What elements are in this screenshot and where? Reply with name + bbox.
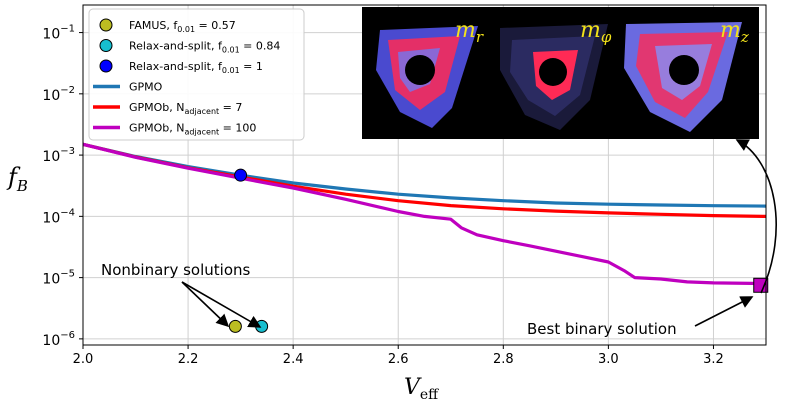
marker-point [234, 168, 248, 182]
annotation-best-binary: Best binary solution [527, 320, 677, 338]
legend-box [88, 8, 305, 141]
y-axis-ticks: 10−6 10−5 10−4 10−3 10−2 10−1 [42, 24, 83, 349]
data-markers [228, 168, 769, 333]
y-axis-label: fB [6, 163, 28, 195]
arrow-to-famus [181, 281, 230, 328]
inset-label-mz: mz [720, 18, 749, 46]
legend-marker [99, 39, 113, 52]
x-tick-label: 2.2 [178, 352, 199, 367]
y-tick-label: 10−4 [42, 207, 75, 226]
y-tick-label: 10−5 [42, 269, 75, 288]
legend-label: GPMO [129, 81, 163, 94]
legend-label: GPMOb, Nadjacent = 7 [129, 101, 242, 116]
y-tick-label: 10−1 [42, 24, 75, 43]
panel-mr-hole [405, 55, 435, 85]
x-axis-ticks: 2.0 2.2 2.4 2.6 2.8 3.0 3.2 [73, 345, 724, 367]
inset-label-mphi: mφ [580, 18, 612, 46]
y-tick-label: 10−2 [42, 85, 75, 104]
arrow-to-inset [735, 139, 777, 294]
legend-label: FAMUS, f0.01 = 0.57 [129, 19, 236, 34]
series-line [83, 142, 761, 286]
inset-label-mr: mr [455, 18, 484, 46]
x-axis-label: Veff [404, 375, 439, 403]
inset-panel-mr [376, 26, 478, 128]
legend-label: Relax-and-split, f0.01 = 0.84 [129, 40, 280, 55]
legend-marker [99, 59, 113, 73]
inset-panel-mphi [500, 24, 608, 130]
arrow-to-relax-split [181, 281, 262, 328]
legend-marker [99, 18, 113, 32]
x-tick-label: 3.2 [703, 352, 724, 367]
x-tick-label: 2.0 [73, 352, 94, 367]
legend-label: GPMOb, Nadjacent = 100 [129, 122, 256, 137]
x-tick-label: 2.4 [283, 352, 304, 367]
y-tick-label: 10−6 [42, 330, 75, 349]
panel-mz-hole [669, 55, 699, 85]
legend-label: Relax-and-split, f0.01 = 1 [129, 60, 263, 75]
x-tick-label: 2.8 [493, 352, 514, 367]
inset-magnetization-image: mr mφ mz [362, 7, 759, 139]
marker-point [228, 319, 242, 333]
legend: FAMUS, f0.01 = 0.57 Relax-and-split, f0.0… [88, 8, 305, 141]
arrow-to-best-binary [694, 296, 754, 327]
panel-mphi-hole [539, 58, 567, 86]
series-line [83, 142, 766, 208]
x-tick-label: 3.0 [598, 352, 619, 367]
x-tick-label: 2.6 [388, 352, 409, 367]
inset-panel-mz [624, 22, 742, 132]
annotation-nonbinary: Nonbinary solutions [101, 261, 251, 279]
data-series [83, 142, 766, 286]
y-tick-label: 10−3 [42, 146, 75, 165]
